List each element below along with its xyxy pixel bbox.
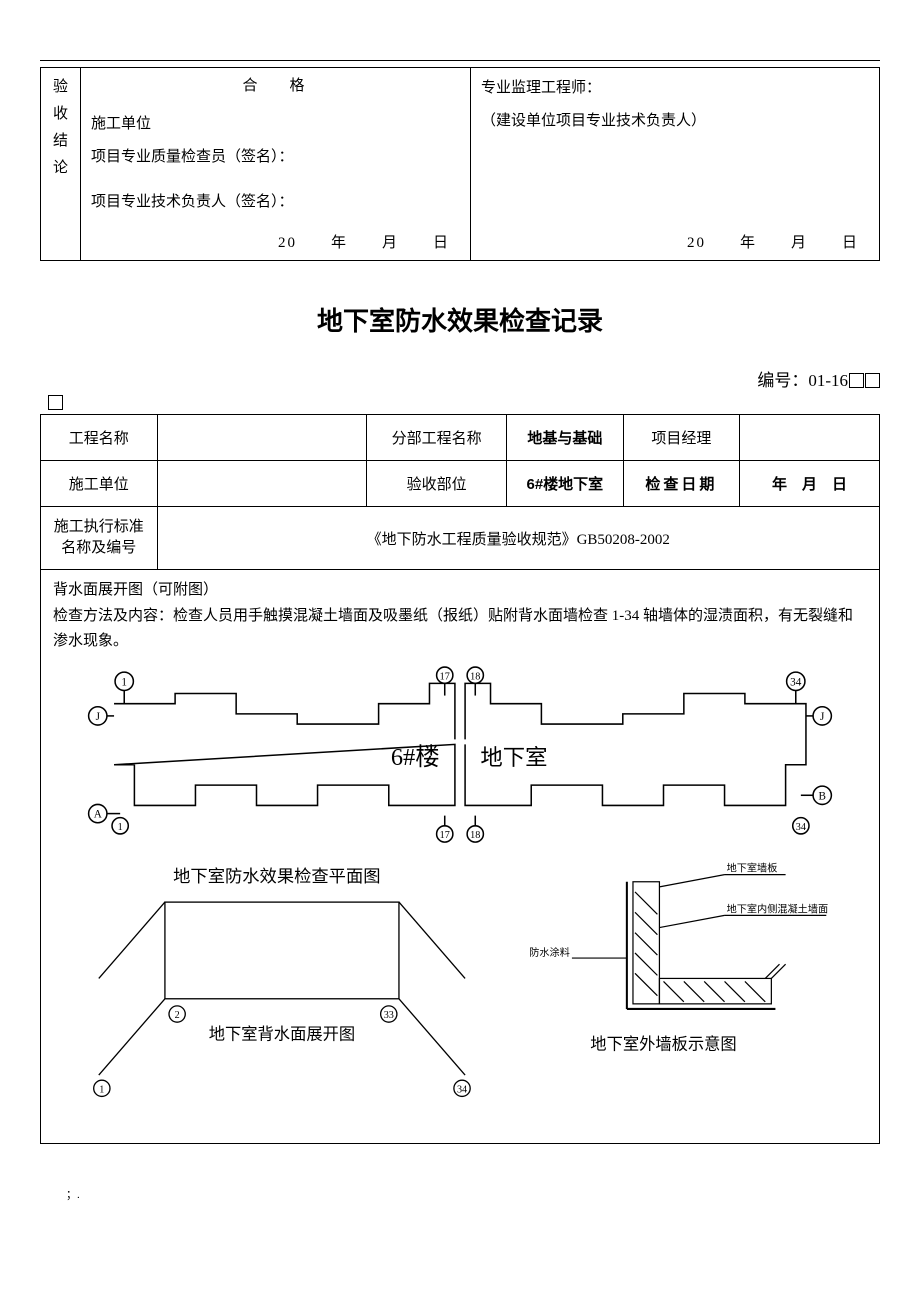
contractor-label: 施工单位 (91, 108, 460, 141)
svg-text:地下室墙板: 地下室墙板 (727, 861, 778, 874)
top-rule (40, 60, 880, 61)
svg-text:防水涂料: 防水涂料 (529, 946, 570, 959)
svg-text:A: A (94, 808, 102, 820)
lbl-standard: 施工执行标准名称及编号 (41, 507, 158, 570)
svg-text:1: 1 (118, 821, 123, 832)
lbl-check-date: 检查日期 (623, 461, 740, 507)
val-check-date: 年 月 日 (740, 461, 880, 507)
tech-sign-label: 项目专业技术负责人（签名）： (91, 186, 460, 219)
val-contractor (157, 461, 367, 507)
lbl-project-name: 工程名称 (41, 415, 158, 461)
lbl-pm: 项目经理 (623, 415, 740, 461)
diagram-cell: 背水面展开图（可附图） 检查方法及内容：检查人员用手触摸混凝土墙面及吸墨纸（报纸… (41, 570, 880, 1144)
doc-number: 编号：01-16 (40, 366, 880, 391)
lbl-contractor: 施工单位 (41, 461, 158, 507)
conclusion-side-label: 验 收 结 论 (41, 68, 81, 261)
svg-text:J: J (820, 710, 825, 722)
svg-text:34: 34 (457, 1084, 467, 1095)
svg-text:B: B (818, 790, 825, 802)
svg-text:34: 34 (796, 821, 806, 832)
val-subproject: 地基与基础 (507, 415, 624, 461)
lbl-subproject: 分部工程名称 (367, 415, 507, 461)
svg-text:34: 34 (790, 676, 802, 688)
svg-text:2: 2 (175, 1010, 180, 1021)
checkbox-icon (48, 395, 63, 410)
conclusion-table: 验 收 结 论 合格 专业监理工程师： （建设单位项目专业技术负责人） 施工单位… (40, 67, 880, 261)
owner-tech-label: （建设单位项目专业技术负责人） (481, 105, 869, 138)
date-right: 20 年 月 日 (471, 223, 880, 261)
val-standard: 《地下防水工程质量验收规范》GB50208-2002 (157, 507, 879, 570)
svg-text:18: 18 (470, 671, 480, 682)
svg-text:17: 17 (440, 830, 450, 841)
supervisor-label: 专业监理工程师： (481, 72, 869, 105)
val-pm (740, 415, 880, 461)
date-left: 20 年 月 日 (81, 223, 471, 261)
diagram-intro-2: 检查方法及内容：检查人员用手触摸混凝土墙面及吸墨纸（报纸）贴附背水面墙检查 1-… (53, 604, 867, 655)
conclusion-right-body: 专业监理工程师： （建设单位项目专业技术负责人） (471, 68, 880, 224)
doc-title: 地下室防水效果检查记录 (40, 301, 880, 338)
svg-text:17: 17 (440, 671, 450, 682)
val-project-name (157, 415, 367, 461)
svg-text:地下室: 地下室 (480, 744, 547, 769)
svg-text:1: 1 (121, 676, 127, 688)
val-part: 6#楼地下室 (507, 461, 624, 507)
diagram-intro-1: 背水面展开图（可附图） (53, 578, 867, 604)
svg-text:33: 33 (384, 1010, 394, 1021)
qc-sign-label: 项目专业质量检查员（签名）： (91, 141, 460, 174)
record-table: 工程名称 分部工程名称 地基与基础 项目经理 施工单位 验收部位 6#楼地下室 … (40, 414, 880, 1144)
svg-text:地下室背水面展开图: 地下室背水面展开图 (209, 1024, 355, 1043)
conclusion-heading: 合格 (81, 68, 471, 105)
lbl-part: 验收部位 (367, 461, 507, 507)
conclusion-left-body: 施工单位 项目专业质量检查员（签名）： 项目专业技术负责人（签名）： (81, 104, 471, 223)
svg-text:6#楼: 6#楼 (391, 743, 440, 770)
svg-text:地下室内侧混凝土墙面: 地下室内侧混凝土墙面 (727, 902, 829, 915)
svg-text:18: 18 (470, 830, 480, 841)
svg-text:地下室外墙板示意图: 地下室外墙板示意图 (590, 1034, 736, 1053)
footnote: ；. (66, 1186, 880, 1202)
svg-text:J: J (96, 710, 101, 722)
svg-text:地下室防水效果检查平面图: 地下室防水效果检查平面图 (173, 866, 380, 885)
svg-text:1: 1 (99, 1084, 104, 1095)
diagram-svg: 1 17 18 34 J J A B 1 34 17 18 6#楼 地下室 (53, 663, 867, 1121)
